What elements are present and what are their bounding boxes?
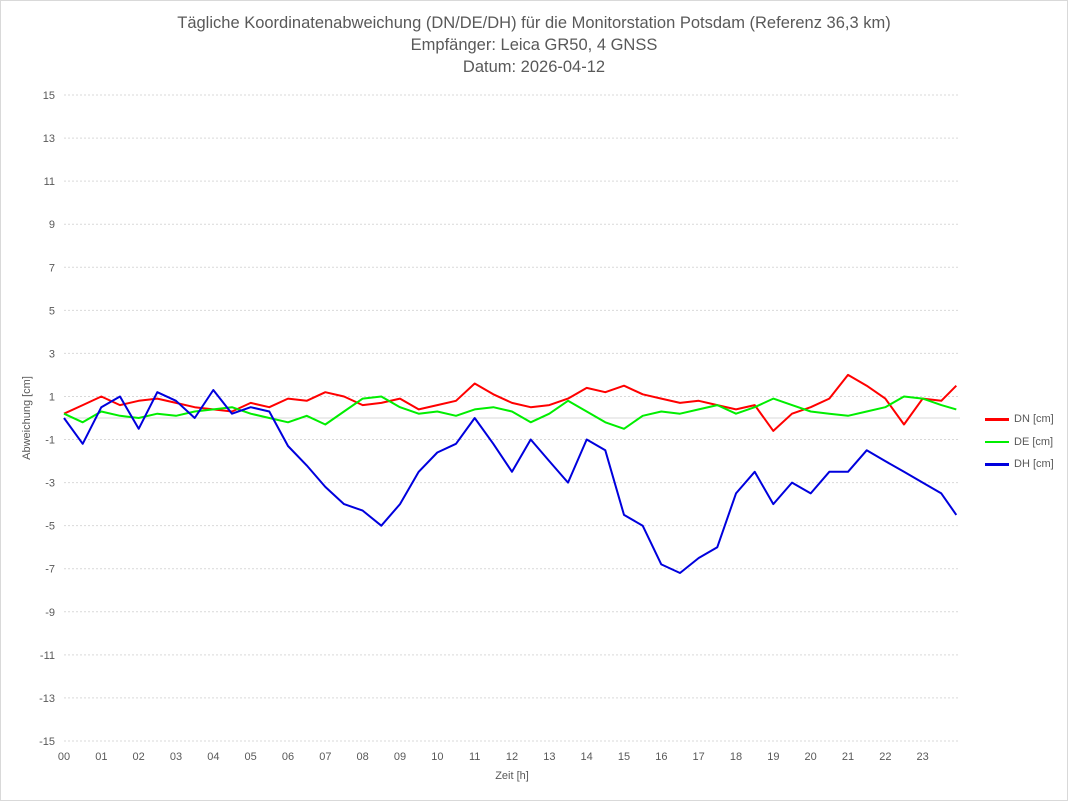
- y-tick-label: 15: [43, 90, 55, 102]
- series-line-2: [63, 389, 958, 574]
- y-tick-label: -15: [39, 736, 55, 748]
- x-tick-label: 08: [357, 751, 369, 763]
- x-axis-label: Zeit [h]: [495, 770, 529, 782]
- y-tick-label: 7: [49, 262, 55, 274]
- series-line-1: [63, 395, 957, 430]
- chart-legend: DN [cm] DE [cm] DH [cm]: [985, 408, 1054, 476]
- x-tick-label: 00: [58, 751, 70, 763]
- legend-item: DN [cm]: [985, 408, 1054, 431]
- x-tick-label: 21: [842, 751, 854, 763]
- y-tick-label: -13: [39, 693, 55, 705]
- x-tick-label: 22: [879, 751, 891, 763]
- y-tick-label: -9: [45, 607, 55, 619]
- x-tick-label: 17: [693, 751, 705, 763]
- legend-item: DE [cm]: [985, 431, 1054, 454]
- x-tick-label: 02: [133, 751, 145, 763]
- x-tick-label: 13: [543, 751, 555, 763]
- x-tick-label: 16: [655, 751, 667, 763]
- x-tick-label: 23: [917, 751, 929, 763]
- x-tick-label: 19: [767, 751, 779, 763]
- y-tick-label: -1: [45, 435, 55, 447]
- y-tick-label: 13: [43, 133, 55, 145]
- y-tick-label: 9: [49, 219, 55, 231]
- legend-swatch: [985, 463, 1009, 466]
- legend-swatch: [985, 418, 1009, 421]
- x-tick-label: 20: [805, 751, 817, 763]
- x-tick-label: 09: [394, 751, 406, 763]
- y-axis-label: Abweichung [cm]: [21, 376, 33, 460]
- x-tick-label: 07: [319, 751, 331, 763]
- y-tick-label: -5: [45, 521, 55, 533]
- legend-label: DH [cm]: [1014, 458, 1054, 471]
- legend-label: DE [cm]: [1014, 435, 1054, 448]
- y-tick-label: 3: [49, 348, 55, 360]
- x-tick-label: 18: [730, 751, 742, 763]
- x-tick-label: 11: [469, 751, 480, 763]
- x-tick-label: 10: [431, 751, 443, 763]
- x-tick-label: 15: [618, 751, 630, 763]
- series-line-0: [63, 373, 958, 432]
- chart-titles: Tägliche Koordinatenabweichung (DN/DE/DH…: [0, 12, 1068, 78]
- y-tick-label: 1: [49, 391, 55, 403]
- legend-item: DH [cm]: [985, 453, 1054, 476]
- y-tick-label: -11: [40, 650, 55, 662]
- x-tick-label: 03: [170, 751, 182, 763]
- chart-title: Tägliche Koordinatenabweichung (DN/DE/DH…: [177, 14, 891, 32]
- legend-label: DN [cm]: [1014, 413, 1054, 426]
- x-tick-label: 05: [245, 751, 257, 763]
- x-tick-label: 14: [581, 751, 593, 763]
- x-tick-label: 12: [506, 751, 518, 763]
- chart-date: Datum: 2026-04-12: [462, 58, 606, 76]
- y-tick-label: -3: [45, 478, 55, 490]
- x-tick-label: 06: [282, 751, 294, 763]
- x-tick-label: 01: [95, 751, 107, 763]
- x-tick-label: 04: [207, 751, 219, 763]
- y-tick-label: -7: [45, 564, 55, 576]
- chart-subtitle: Empfänger: Leica GR50, 4 GNSS: [410, 36, 658, 54]
- y-tick-label: 11: [44, 176, 55, 188]
- y-tick-label: 5: [49, 305, 55, 317]
- legend-swatch: [985, 440, 1009, 443]
